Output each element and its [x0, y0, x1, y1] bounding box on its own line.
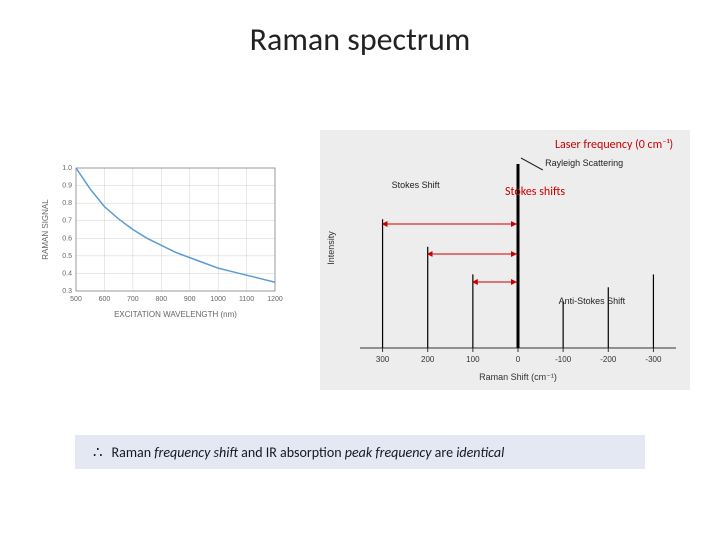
svg-text:Rayleigh Scattering: Rayleigh Scattering	[545, 158, 623, 168]
svg-text:RAMAN SIGNAL: RAMAN SIGNAL	[41, 199, 50, 260]
svg-text:0.3: 0.3	[62, 288, 72, 295]
svg-text:200: 200	[421, 355, 435, 364]
svg-text:900: 900	[184, 296, 196, 303]
svg-text:EXCITATION WAVELENGTH (nm): EXCITATION WAVELENGTH (nm)	[114, 310, 237, 319]
svg-text:1100: 1100	[239, 296, 254, 303]
svg-text:1000: 1000	[210, 296, 226, 303]
svg-text:0.4: 0.4	[62, 270, 72, 277]
conclusion-text: Raman frequency shift and IR absorption …	[112, 444, 505, 461]
svg-text:300: 300	[376, 355, 390, 364]
svg-text:-200: -200	[600, 355, 617, 364]
therefore-symbol: ∴	[93, 443, 102, 462]
svg-text:Intensity: Intensity	[326, 231, 336, 265]
svg-text:Anti-Stokes Shift: Anti-Stokes Shift	[559, 296, 626, 306]
svg-text:0.9: 0.9	[62, 183, 72, 190]
decay-curve-chart: 0.3 0.4 0.5 0.6 0.7 0.8 0.9 1.0 500 600 700 800 900 1…	[38, 160, 283, 325]
svg-text:500: 500	[70, 296, 82, 303]
conclusion-bar: ∴ Raman frequency shift and IR absorptio…	[75, 435, 645, 469]
svg-text:-300: -300	[645, 355, 662, 364]
svg-text:1200: 1200	[267, 296, 283, 303]
svg-text:700: 700	[127, 296, 139, 303]
svg-text:600: 600	[99, 296, 111, 303]
laser-frequency-label: Laser frequency (0 cm⁻¹)	[555, 138, 673, 152]
svg-text:0.8: 0.8	[62, 200, 72, 207]
stokes-shifts-label: Stokes shifts	[505, 185, 565, 199]
svg-text:800: 800	[155, 296, 167, 303]
svg-text:Stokes Shift: Stokes Shift	[392, 180, 441, 190]
svg-text:0: 0	[516, 355, 521, 364]
svg-text:0.6: 0.6	[62, 235, 72, 242]
svg-text:0.7: 0.7	[62, 218, 72, 225]
raman-spectrum-chart: 300 200 100 0 -100 -200 -300 Raman Shift (cm⁻¹)…	[320, 130, 690, 390]
slide-title: Raman spectrum	[0, 20, 720, 59]
svg-text:0.5: 0.5	[62, 253, 72, 260]
svg-text:-100: -100	[555, 355, 572, 364]
svg-text:100: 100	[466, 355, 480, 364]
svg-text:Raman Shift (cm⁻¹): Raman Shift (cm⁻¹)	[479, 372, 557, 382]
svg-text:1.0: 1.0	[62, 165, 72, 172]
